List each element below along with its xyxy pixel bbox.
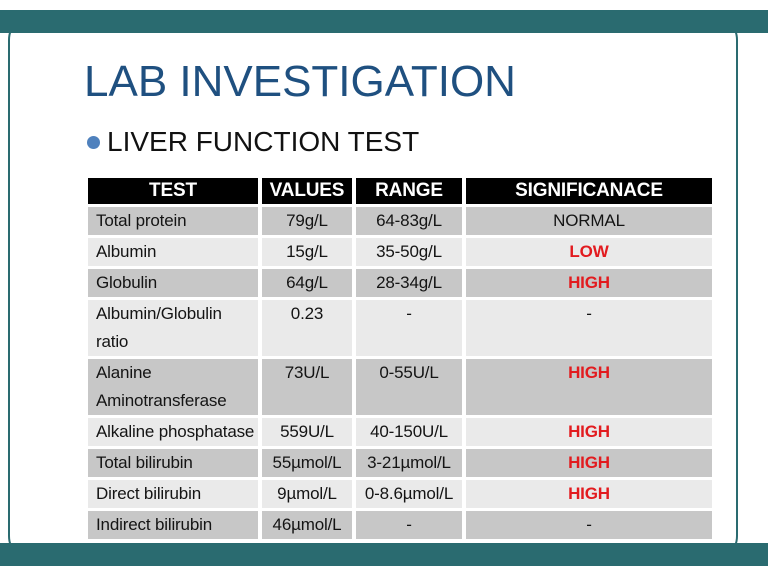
- test-cell: Globulin: [88, 269, 262, 300]
- significance-cell: LOW: [466, 238, 712, 269]
- bottom-theme-bar: [0, 543, 768, 566]
- table-row: Globulin 64g/L 28-34g/L HIGH: [88, 269, 712, 300]
- test-cell: Albumin: [88, 238, 262, 269]
- test-cell: Albumin/Globulin ratio: [88, 300, 262, 359]
- bullet-icon: [87, 136, 100, 149]
- page-title: LAB INVESTIGATION: [84, 57, 516, 106]
- header-cell-values: VALUES: [262, 178, 356, 207]
- test-cell: Total bilirubin: [88, 449, 262, 480]
- test-cell: Alanine Aminotransferase: [88, 359, 262, 418]
- bullet-text: LIVER FUNCTION TEST: [107, 126, 420, 157]
- value-cell: 73U/L: [262, 359, 356, 418]
- value-cell: 15g/L: [262, 238, 356, 269]
- test-cell: Direct bilirubin: [88, 480, 262, 511]
- range-cell: 0-55U/L: [356, 359, 466, 418]
- range-cell: -: [356, 511, 466, 542]
- value-cell: 0.23: [262, 300, 356, 359]
- significance-cell: HIGH: [466, 269, 712, 300]
- significance-cell: NORMAL: [466, 207, 712, 238]
- significance-cell: HIGH: [466, 359, 712, 418]
- table-row: Albumin 15g/L 35-50g/L LOW: [88, 238, 712, 269]
- significance-cell: -: [466, 300, 712, 359]
- table-row: Total protein 79g/L 64-83g/L NORMAL: [88, 207, 712, 238]
- table-row: Direct bilirubin 9µmol/L 0-8.6µmol/L HIGH: [88, 480, 712, 511]
- top-theme-bar: [0, 10, 768, 33]
- table-row: Total bilirubin 55µmol/L 3-21µmol/L HIGH: [88, 449, 712, 480]
- table-row: Albumin/Globulin ratio 0.23- -: [88, 300, 712, 359]
- range-cell: 35-50g/L: [356, 238, 466, 269]
- range-cell: 28-34g/L: [356, 269, 466, 300]
- value-cell: 9µmol/L: [262, 480, 356, 511]
- value-cell: 55µmol/L: [262, 449, 356, 480]
- range-cell: 0-8.6µmol/L: [356, 480, 466, 511]
- significance-cell: HIGH: [466, 480, 712, 511]
- lft-table: TEST VALUES RANGE SIGNIFICANACE Total prote…: [88, 178, 712, 542]
- range-cell: 3-21µmol/L: [356, 449, 466, 480]
- range-cell: 40-150U/L: [356, 418, 466, 449]
- range-cell: 64-83g/L: [356, 207, 466, 238]
- significance-cell: HIGH: [466, 418, 712, 449]
- header-cell-test: TEST: [88, 178, 262, 207]
- test-cell: Indirect bilirubin: [88, 511, 262, 542]
- significance-cell: HIGH: [466, 449, 712, 480]
- table-header-row: TEST VALUES RANGE SIGNIFICANACE: [88, 178, 712, 207]
- value-cell: 46µmol/L: [262, 511, 356, 542]
- table-row: Alkaline phosphatase 559U/L 40-150U/L HIGH: [88, 418, 712, 449]
- value-cell: 64g/L: [262, 269, 356, 300]
- header-cell-range: RANGE: [356, 178, 466, 207]
- value-cell: 559U/L: [262, 418, 356, 449]
- table-row: Alanine Aminotransferase 73U/L 0-55U/L HIGH: [88, 359, 712, 418]
- range-cell: -: [356, 300, 466, 359]
- test-cell: Alkaline phosphatase: [88, 418, 262, 449]
- table-row: Indirect bilirubin 46µmol/L - -: [88, 511, 712, 542]
- header-cell-significanace: SIGNIFICANACE: [466, 178, 712, 207]
- test-cell: Total protein: [88, 207, 262, 238]
- value-cell: 79g/L: [262, 207, 356, 238]
- significance-cell: -: [466, 511, 712, 542]
